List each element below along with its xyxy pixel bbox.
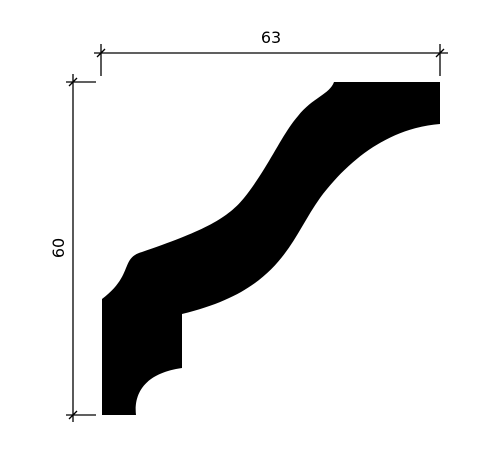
height-dimension: 60 (49, 74, 96, 422)
molding-profile-shape (102, 82, 440, 415)
width-dimension: 63 (94, 28, 448, 76)
width-dimension-label: 63 (261, 28, 281, 47)
height-dimension-label: 60 (49, 238, 68, 258)
